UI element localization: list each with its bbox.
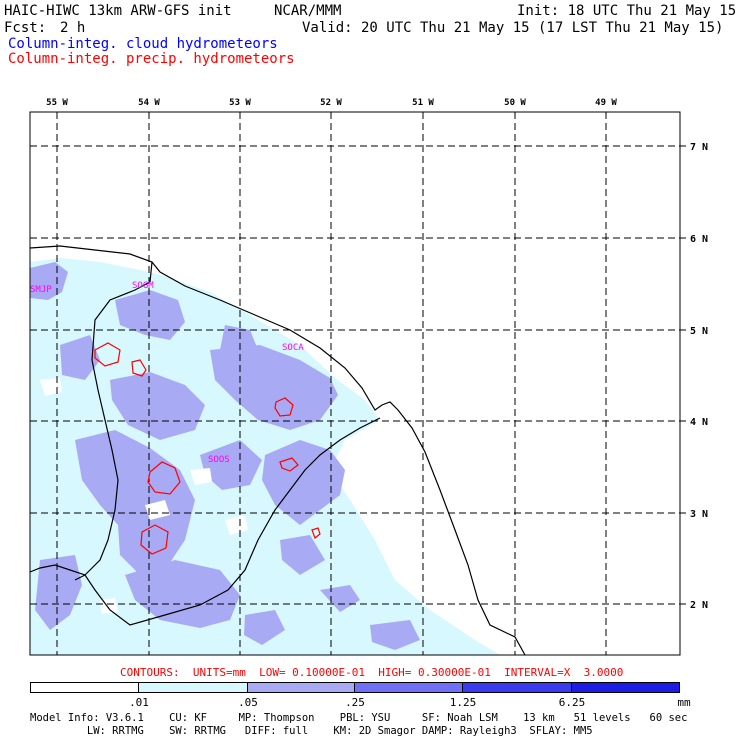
precip-contour — [311, 527, 321, 539]
station-label: SOGM — [132, 281, 154, 291]
colorbar-unit: mm — [677, 696, 691, 709]
cloud-shade-medium — [30, 262, 420, 650]
coastline-borders — [29, 245, 526, 656]
lat-ticks — [680, 145, 686, 605]
lon-label: 54 W — [138, 98, 160, 108]
valid-time: Valid: 20 UTC Thu 21 May 15 (17 LST Thu … — [302, 20, 724, 36]
lat-label: 3 N — [690, 509, 708, 520]
lon-label: 53 W — [229, 98, 251, 108]
fcst-label: Fcst: — [4, 20, 47, 36]
legend-cloud: Column-integ. cloud hydrometeors — [8, 36, 278, 52]
coastline — [29, 245, 526, 656]
lat-label: 7 N — [690, 142, 708, 153]
precip-contour — [274, 397, 294, 417]
lat-label: 4 N — [690, 417, 708, 428]
border-guyana-suriname — [29, 261, 153, 576]
colorbar-bin — [354, 682, 463, 693]
colorbar-bin — [247, 682, 355, 693]
precip-contour — [94, 342, 121, 367]
precip-contour — [147, 461, 181, 495]
legend-precip: Column-integ. precip. hydrometeors — [8, 51, 295, 67]
precip-contours — [94, 342, 321, 555]
model-title: HAIC-HIWC 13km ARW-GFS init — [4, 3, 232, 19]
graticule — [30, 112, 680, 655]
lon-label: 50 W — [504, 98, 526, 108]
fcst-value: 2 h — [60, 20, 86, 36]
lat-label: 6 N — [690, 234, 708, 245]
colorbar-bin — [462, 682, 572, 693]
station-label: SMJP — [30, 285, 52, 295]
footer-model-info: Model Info: V3.6.1 CU: KF MP: Thompson P… — [30, 712, 688, 724]
colorbar-bin — [30, 682, 139, 693]
colorbar-label: .25 — [345, 696, 365, 709]
lat-label: 5 N — [690, 326, 708, 337]
footer-model-info-2: LW: RRTMG SW: RRTMG DIFF: full KM: 2D Sm… — [30, 725, 593, 737]
org-label: NCAR/MMM — [274, 3, 342, 19]
precip-contour — [279, 457, 299, 472]
lon-label: 51 W — [412, 98, 434, 108]
lat-label: 2 N — [690, 600, 708, 611]
station-label: SOCA — [282, 343, 304, 353]
map-frame — [29, 111, 681, 656]
colorbar-bin — [138, 682, 248, 693]
colorbar-bin — [571, 682, 680, 693]
contours-info: CONTOURS: UNITS=mm LOW= 0.10000E-01 HIGH… — [120, 666, 624, 679]
border-suriname-guiana — [74, 417, 381, 626]
colorbar-label: .05 — [238, 696, 258, 709]
precip-contour — [140, 524, 169, 555]
lon-label: 55 W — [46, 98, 68, 108]
colorbar-label: .01 — [129, 696, 149, 709]
colorbar-label: 1.25 — [449, 696, 477, 709]
precip-contour — [131, 359, 147, 377]
colorbar-label: 6.25 — [558, 696, 586, 709]
station-label: SOOS — [208, 455, 230, 465]
lon-label: 49 W — [595, 98, 617, 108]
init-time: Init: 18 UTC Thu 21 May 15 — [517, 3, 737, 19]
lon-label: 52 W — [320, 98, 342, 108]
